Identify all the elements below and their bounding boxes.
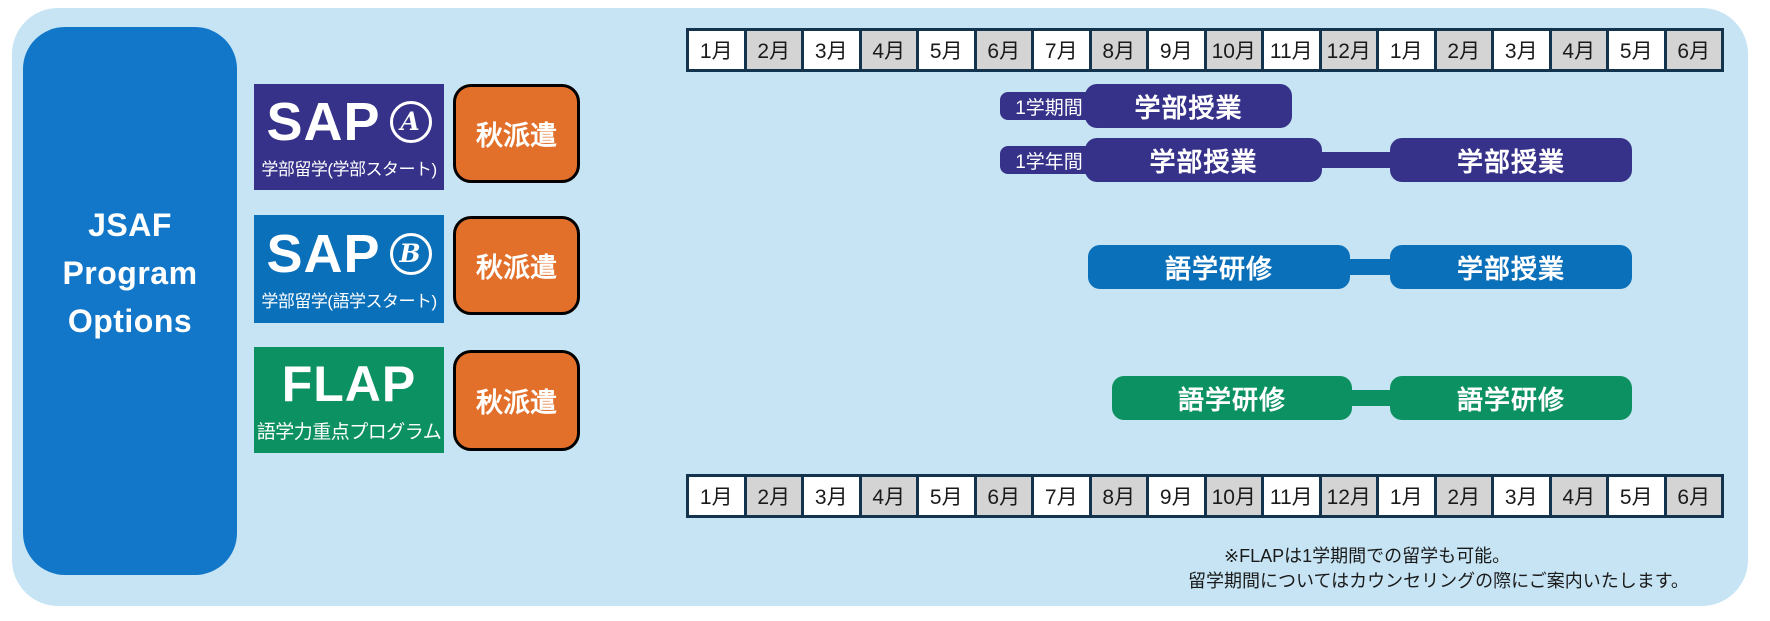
month-cell: 6月 [1666,477,1721,515]
program-title-flap: FLAP [282,357,417,411]
bar-connector [1348,390,1394,406]
month-cell: 3月 [1494,31,1549,69]
month-cell: 4月 [1551,477,1606,515]
month-cell: 5月 [1609,477,1664,515]
program-title-sap-b: SAP B [266,223,432,284]
month-cell: 4月 [1551,31,1606,69]
jsaf-title: JSAF Program Options [62,201,197,345]
footnote-line-1: ※FLAPは1学期間での留学も可能。 [1224,546,1511,566]
timeline-bar-undergrad-classes: 学部授業 [1390,245,1632,289]
month-cell: 8月 [1091,477,1146,515]
month-cell: 1月 [1379,477,1434,515]
period-label-one-academic-year: 1学年間 [1000,146,1098,174]
month-cell: 1月 [689,477,744,515]
month-cell: 7月 [1034,477,1089,515]
program-subtitle-sap-b: 学部留学(語学スタート) [261,291,437,311]
autumn-dispatch-badge-flap: 秋派遣 [453,350,580,451]
month-cell: 12月 [1321,31,1376,69]
month-cell: 3月 [1494,477,1549,515]
month-header-bottom: 1月 2月 3月 4月 5月 6月 7月 8月 9月 10月 11月 12月 1月 2月 3月 4月 5月 6月 [686,474,1724,518]
month-header-top: 1月 2月 3月 4月 5月 6月 7月 8月 9月 10月 11月 12月 1月 2月 3月 4月 5月 6月 [686,28,1724,72]
program-label-sap-b: SAP B 学部留学(語学スタート) [254,215,444,323]
program-subtitle-sap-a: 学部留学(学部スタート) [261,159,437,179]
program-title-text: SAP [266,91,381,152]
timeline-bar-language-training: 語学研修 [1088,245,1350,289]
jsaf-title-line: JSAF [88,207,172,243]
month-cell: 2月 [1436,477,1491,515]
month-cell: 2月 [746,31,801,69]
circled-b-badge: B [389,232,432,275]
month-cell: 11月 [1264,477,1319,515]
month-cell: 1月 [689,31,744,69]
month-cell: 4月 [861,31,916,69]
timeline-bar-undergrad-classes: 学部授業 [1390,138,1632,182]
month-cell: 12月 [1321,477,1376,515]
jsaf-title-line: Options [67,303,193,339]
program-label-flap: FLAP 語学力重点プログラム [254,347,444,453]
period-label-one-semester: 1学期間 [1000,92,1098,120]
program-title-text: SAP [266,223,381,284]
month-cell: 1月 [1379,31,1434,69]
month-cell: 10月 [1206,477,1261,515]
program-subtitle-flap: 語学力重点プログラム [256,421,442,443]
month-cell: 6月 [976,31,1031,69]
circled-a-badge: A [389,100,432,143]
month-cell: 5月 [919,477,974,515]
month-cell: 3月 [804,31,859,69]
month-cell: 5月 [919,31,974,69]
month-cell: 2月 [1436,31,1491,69]
month-cell: 9月 [1149,31,1204,69]
month-cell: 8月 [1091,31,1146,69]
timeline-bar-language-training: 語学研修 [1390,376,1632,420]
jsaf-title-line: Program [62,255,198,291]
month-cell: 7月 [1034,31,1089,69]
bar-connector [1318,152,1394,168]
autumn-dispatch-badge-sap-b: 秋派遣 [453,216,580,315]
timeline-bar-undergrad-classes: 学部授業 [1085,84,1292,128]
footnote-line-2: 留学期間についてはカウンセリングの際にご案内いたします。 [1188,571,1689,591]
month-cell: 3月 [804,477,859,515]
footnote: ※FLAPは1学期間での留学も可能。 留学期間についてはカウンセリングの際にご案… [1188,544,1689,594]
month-cell: 6月 [1666,31,1721,69]
program-label-sap-a: SAP A 学部留学(学部スタート) [254,84,444,190]
month-cell: 2月 [746,477,801,515]
bar-connector [1346,259,1394,275]
month-cell: 4月 [861,477,916,515]
autumn-dispatch-badge-sap-a: 秋派遣 [453,84,580,183]
program-title-text: FLAP [281,355,417,412]
timeline-bar-language-training: 語学研修 [1112,376,1352,420]
month-cell: 5月 [1609,31,1664,69]
month-cell: 11月 [1264,31,1319,69]
program-title-sap-a: SAP A [266,91,432,152]
timeline-bar-undergrad-classes: 学部授業 [1085,138,1322,182]
month-cell: 9月 [1149,477,1204,515]
month-cell: 10月 [1206,31,1261,69]
jsaf-program-options-box: JSAF Program Options [23,27,237,575]
month-cell: 6月 [976,477,1031,515]
